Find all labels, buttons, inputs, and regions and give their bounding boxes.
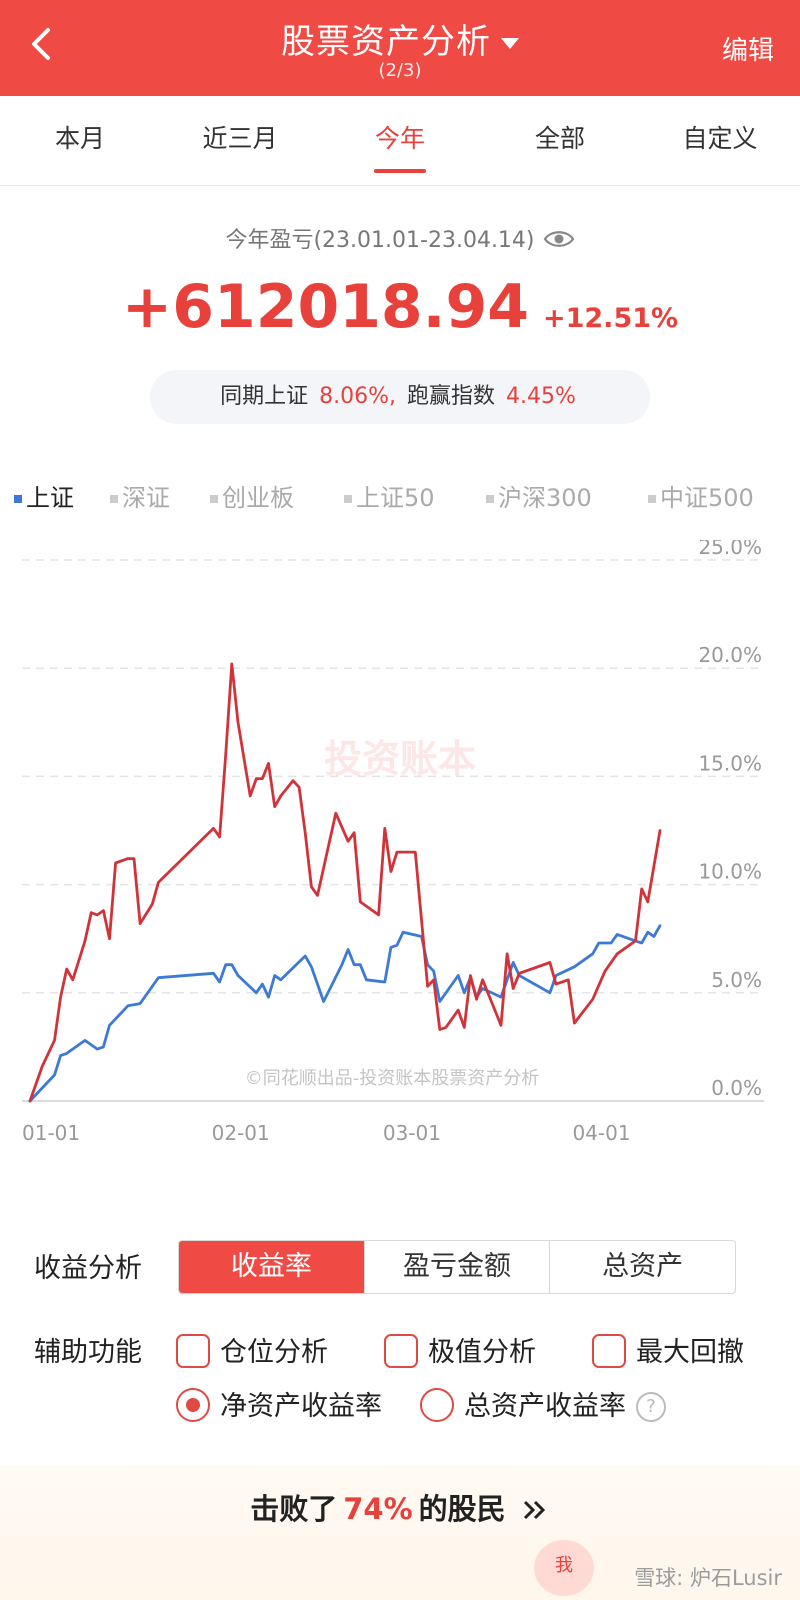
caret-down-icon xyxy=(501,38,519,49)
index-selector: 上证 深证 创业板 上证50 沪深300 中证500 xyxy=(0,478,800,518)
legend-square-icon xyxy=(210,495,218,503)
pl-value-row: +612018.94 +12.51% xyxy=(0,272,800,342)
beat-banner xyxy=(0,1466,800,1600)
segment-return-rate[interactable]: 收益率 xyxy=(179,1241,365,1293)
return-chart-svg: 0.0% 5.0% 10.0% 15.0% 20.0% 25.0% 01-01 02-01 03… xyxy=(22,540,764,1145)
index-option-zz500[interactable]: 中证500 xyxy=(648,478,754,513)
compare-mid: 跑赢指数 xyxy=(407,384,496,409)
edit-button[interactable]: 编辑 xyxy=(721,36,774,66)
back-arrow-icon[interactable] xyxy=(22,22,62,66)
checkbox-icon xyxy=(384,1334,418,1368)
compare-prefix: 同期上证 xyxy=(220,384,309,409)
index-option-hs300[interactable]: 沪深300 xyxy=(486,478,592,513)
radio-total-asset-return[interactable]: 总资产收益率? xyxy=(420,1384,666,1423)
analysis-segmented-control: 收益率 盈亏金额 总资产 xyxy=(178,1240,736,1294)
eye-icon[interactable] xyxy=(543,228,575,250)
index-compare-pill: 同期上证 8.06%, 跑赢指数 4.45% xyxy=(150,370,650,424)
aux-label: 辅助功能 xyxy=(34,1337,142,1368)
index-return-line xyxy=(28,924,662,1103)
checkbox-label: 仓位分析 xyxy=(220,1337,328,1368)
page-title[interactable]: 股票资产分析 xyxy=(0,14,800,63)
source-watermark: 雪球: 炉石Lusir xyxy=(634,1566,782,1590)
compare-index-pct: 8.06%, xyxy=(319,384,396,409)
return-chart[interactable]: 0.0% 5.0% 10.0% 15.0% 20.0% 25.0% 01-01 02-01 03… xyxy=(0,540,800,1180)
index-option-label: 上证50 xyxy=(356,484,435,512)
double-chevron-right-icon xyxy=(523,1500,545,1520)
legend-square-icon xyxy=(344,495,352,503)
beat-text[interactable]: 击败了 74% 的股民 xyxy=(0,1486,800,1528)
legend-square-icon xyxy=(486,495,494,503)
y-tick-label: 0.0% xyxy=(711,1076,762,1100)
page-indicator: (2/3) xyxy=(378,60,422,81)
y-tick-label: 5.0% xyxy=(711,968,762,992)
index-option-label: 深证 xyxy=(122,484,170,512)
segment-total-assets[interactable]: 总资产 xyxy=(602,1251,684,1282)
checkbox-icon xyxy=(176,1334,210,1368)
x-tick-label: 01-01 xyxy=(22,1121,80,1145)
segment-pl-amount[interactable]: 盈亏金额 xyxy=(365,1241,551,1293)
index-option-sz50[interactable]: 上证50 xyxy=(344,478,435,513)
legend-square-icon xyxy=(14,495,22,503)
checkbox-max-drawdown[interactable]: 最大回撤 xyxy=(592,1330,744,1369)
chart-watermark: 投资账本 xyxy=(324,737,476,781)
period-tabs: 本月 近三月 今年 全部 自定义 xyxy=(0,96,800,186)
legend-square-icon xyxy=(648,495,656,503)
chart-credit: ©同花顺出品-投资账本股票资产分析 xyxy=(245,1068,540,1089)
app-header: 股票资产分析 (2/3) 编辑 xyxy=(0,0,800,96)
y-tick-label: 20.0% xyxy=(698,643,762,667)
radio-label: 总资产收益率 xyxy=(464,1391,626,1422)
index-option-label: 上证 xyxy=(26,484,74,512)
index-option-cyb[interactable]: 创业板 xyxy=(210,478,294,513)
me-button[interactable]: 我 xyxy=(534,1540,594,1596)
question-circle-icon[interactable]: ? xyxy=(636,1392,666,1422)
y-tick-label: 10.0% xyxy=(698,860,762,884)
beat-percent: 74% xyxy=(343,1492,413,1526)
x-tick-label: 03-01 xyxy=(383,1121,441,1145)
beat-prefix: 击败了 xyxy=(250,1492,338,1526)
page-title-text: 股票资产分析 xyxy=(281,22,491,62)
legend-square-icon xyxy=(110,495,118,503)
pl-percent: +12.51% xyxy=(542,303,679,334)
tab-this-year[interactable]: 今年 xyxy=(320,96,480,185)
x-tick-label: 04-01 xyxy=(572,1121,630,1145)
compare-outperform-pct: 4.45% xyxy=(506,384,576,409)
index-option-label: 沪深300 xyxy=(498,484,592,512)
index-option-label: 创业板 xyxy=(222,484,294,512)
checkbox-label: 最大回撤 xyxy=(636,1337,744,1368)
index-option-sh[interactable]: 上证 xyxy=(14,478,74,513)
index-option-sz[interactable]: 深证 xyxy=(110,478,170,513)
checkbox-label: 极值分析 xyxy=(428,1337,536,1368)
beat-suffix: 的股民 xyxy=(418,1492,506,1526)
radio-net-asset-return[interactable]: 净资产收益率 xyxy=(176,1384,382,1423)
tab-this-month[interactable]: 本月 xyxy=(54,124,105,153)
portfolio-return-line xyxy=(28,662,662,1103)
radio-icon xyxy=(420,1388,454,1422)
radio-label: 净资产收益率 xyxy=(220,1391,382,1422)
checkbox-position-analysis[interactable]: 仓位分析 xyxy=(176,1330,328,1369)
checkbox-extreme-analysis[interactable]: 极值分析 xyxy=(384,1330,536,1369)
y-tick-label: 15.0% xyxy=(698,751,762,775)
y-tick-label: 25.0% xyxy=(698,540,762,559)
analysis-label: 收益分析 xyxy=(34,1253,142,1284)
pl-period-text: 今年盈亏(23.01.01-23.04.14) xyxy=(225,228,535,253)
x-tick-label: 02-01 xyxy=(212,1121,270,1145)
tab-custom[interactable]: 自定义 xyxy=(682,124,758,153)
pl-amount: +612018.94 xyxy=(121,272,529,342)
tab-all[interactable]: 全部 xyxy=(534,124,585,153)
pl-period-label: 今年盈亏(23.01.01-23.04.14) xyxy=(0,222,800,254)
radio-selected-icon xyxy=(176,1388,210,1422)
index-option-label: 中证500 xyxy=(660,484,754,512)
checkbox-icon xyxy=(592,1334,626,1368)
tab-three-months[interactable]: 近三月 xyxy=(202,124,278,153)
